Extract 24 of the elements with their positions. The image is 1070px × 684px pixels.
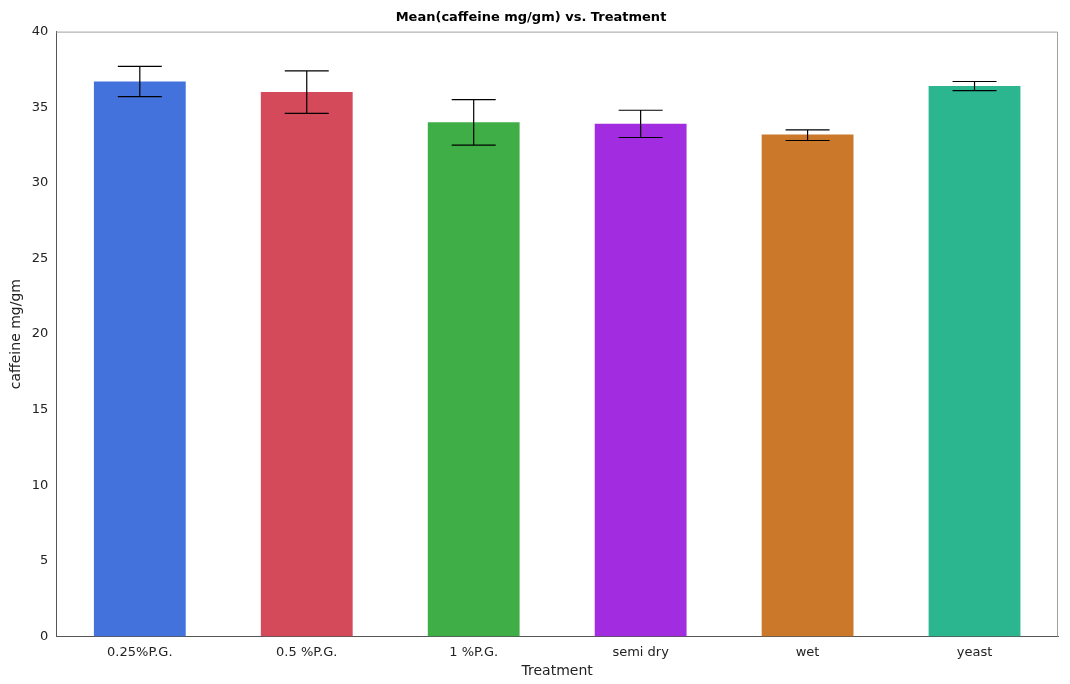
- x-tick-label: wet: [795, 643, 820, 659]
- x-tick-label: yeast: [956, 643, 993, 659]
- y-tick-label: 35: [31, 98, 49, 114]
- bar: [594, 123, 687, 637]
- x-axis-title: Treatment: [520, 662, 594, 679]
- y-tick-label: 40: [31, 22, 49, 38]
- bar: [761, 134, 854, 637]
- x-tick-label: 1 %P.G.: [449, 643, 499, 659]
- bar: [928, 86, 1021, 637]
- x-tick-label: 0.25%P.G.: [107, 643, 173, 659]
- y-axis-title: caffeine mg/gm: [7, 279, 24, 390]
- x-tick-label: semi dry: [612, 643, 670, 659]
- bar: [260, 92, 353, 637]
- chart-title: Mean(caffeine mg/gm) vs. Treatment: [395, 9, 667, 25]
- bar: [93, 81, 186, 637]
- bar: [427, 122, 520, 637]
- y-tick-label: 30: [31, 174, 49, 190]
- y-tick-label: 10: [31, 476, 49, 492]
- y-tick-label: 5: [40, 552, 49, 568]
- x-tick-label: 0.5 %P.G.: [276, 643, 338, 659]
- y-tick-label: 0: [40, 627, 49, 643]
- y-tick-label: 25: [31, 249, 49, 265]
- y-tick-label: 15: [31, 401, 49, 417]
- y-tick-label: 20: [31, 325, 49, 341]
